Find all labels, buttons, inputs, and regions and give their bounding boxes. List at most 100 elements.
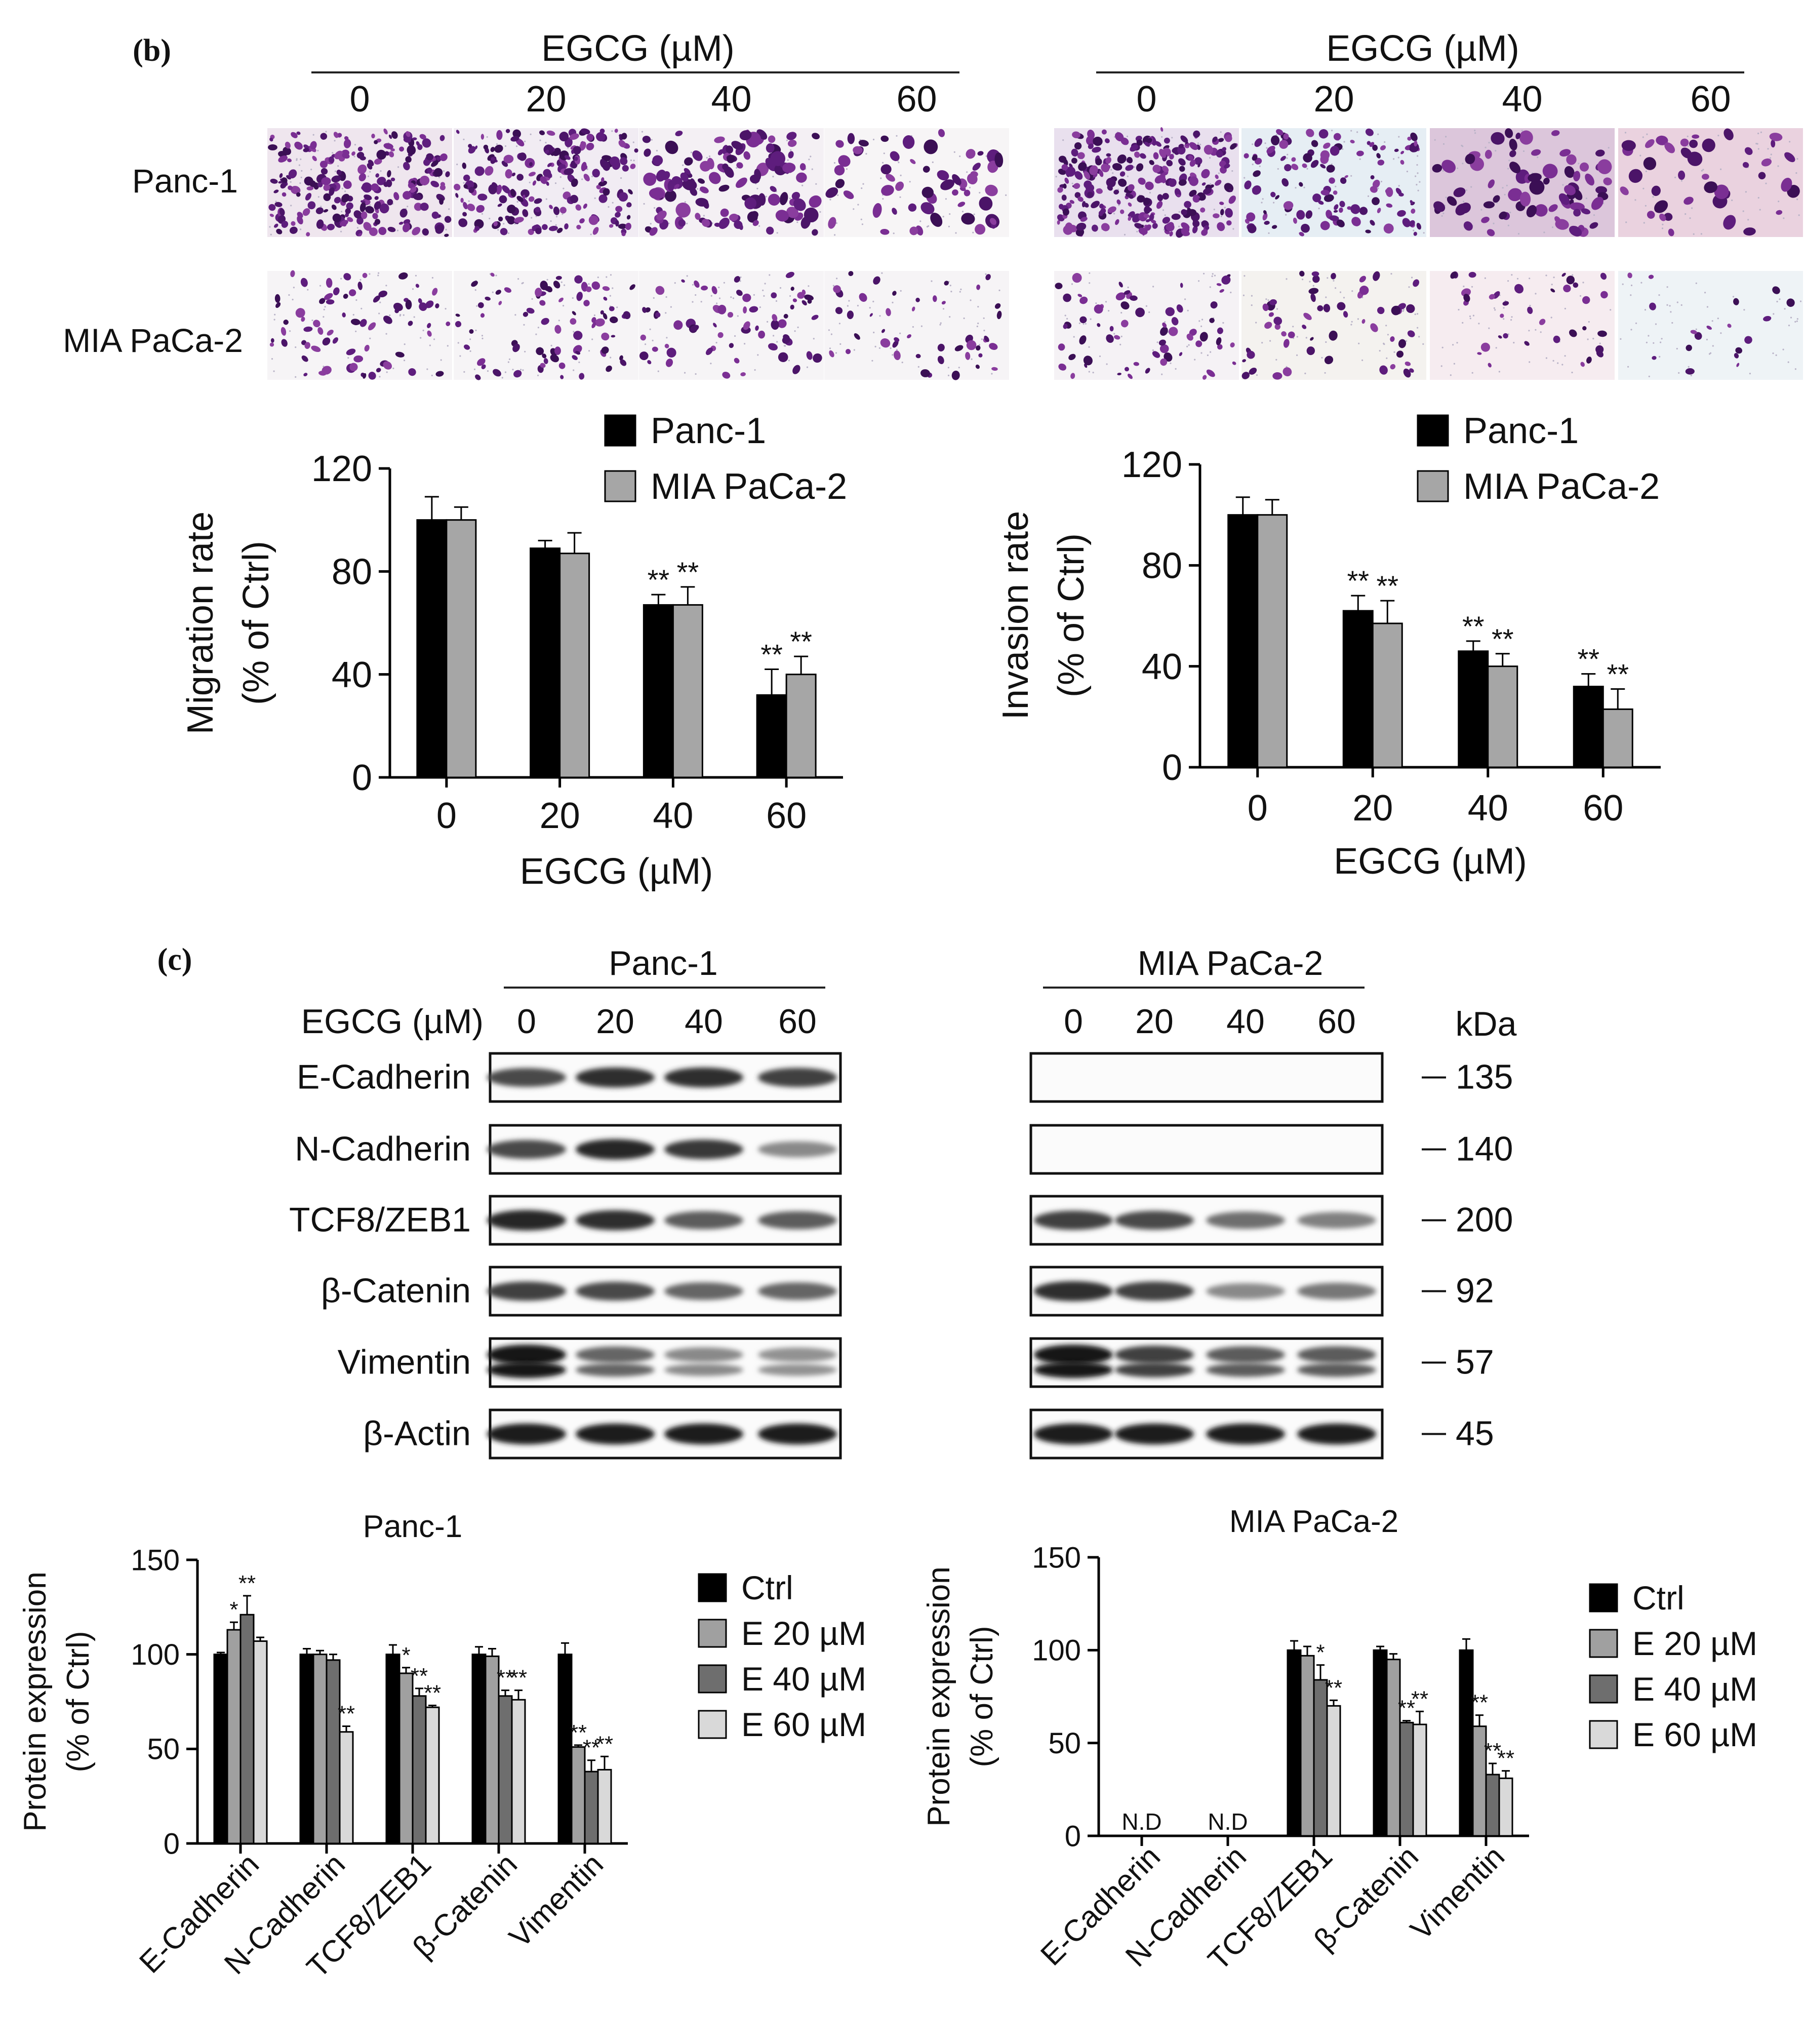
membrane-pore: [645, 343, 647, 345]
stained-cell: [405, 299, 412, 310]
stained-cell: [649, 227, 658, 236]
stained-cell: [1370, 323, 1378, 332]
membrane-pore: [835, 352, 837, 354]
stained-cell: [1561, 272, 1566, 277]
membrane-pore: [1642, 187, 1645, 189]
membrane-pore: [1275, 134, 1277, 136]
stained-cell: [1215, 174, 1219, 179]
stained-cell: [1097, 323, 1101, 327]
membrane-pore: [985, 155, 987, 157]
stained-cell: [1543, 177, 1550, 185]
membrane-pore: [1755, 143, 1757, 145]
membrane-pore: [407, 206, 409, 208]
membrane-pore: [1678, 372, 1680, 374]
stained-cell: [324, 293, 333, 300]
bar: [557, 1654, 573, 1844]
stained-cell: [771, 292, 777, 298]
membrane-pore: [963, 317, 965, 320]
membrane-pore: [1197, 142, 1199, 144]
membrane-pore: [1788, 325, 1790, 327]
bar: [1573, 686, 1604, 768]
membrane-pore: [310, 169, 312, 171]
stained-cell: [1769, 133, 1783, 141]
stained-cell: [909, 226, 918, 235]
membrane-pore: [487, 370, 489, 372]
membrane-pore: [526, 197, 528, 199]
membrane-pore: [653, 297, 655, 299]
y-tick-label: 120: [311, 449, 372, 489]
stained-cell: [512, 343, 520, 352]
stained-cell: [797, 292, 805, 299]
stained-cell: [283, 320, 289, 325]
x-axis-label: EGCG (µM): [1334, 841, 1527, 882]
stained-cell: [1143, 213, 1150, 218]
membrane-pore: [757, 354, 759, 356]
membrane-pore: [1416, 184, 1418, 186]
blot-band: [664, 1347, 743, 1362]
stained-cell: [403, 219, 411, 225]
stained-cell: [1702, 138, 1715, 152]
stained-cell: [444, 233, 449, 237]
membrane-pore: [1757, 132, 1759, 135]
stained-cell: [1079, 296, 1088, 304]
stained-cell: [1065, 166, 1076, 177]
stained-cell: [1396, 350, 1404, 358]
y-tick-label: 150: [131, 1544, 180, 1577]
stained-cell: [439, 135, 445, 141]
membrane-pore: [1286, 278, 1288, 280]
stained-cell: [403, 137, 411, 143]
membrane-pore: [288, 294, 290, 296]
stained-cell: [666, 347, 676, 358]
bar: [1399, 1721, 1414, 1837]
membrane-pore: [514, 314, 516, 316]
membrane-pore: [1333, 280, 1335, 282]
stained-cell: [609, 224, 614, 228]
membrane-pore: [332, 152, 334, 154]
invasion-micrograph: [1241, 128, 1426, 237]
stained-cell: [415, 284, 419, 288]
membrane-pore: [347, 357, 349, 359]
membrane-pore: [1680, 304, 1682, 306]
membrane-pore: [1256, 374, 1258, 376]
stained-cell: [1559, 149, 1571, 157]
membrane-pore: [367, 175, 370, 177]
stained-cell: [499, 195, 507, 204]
membrane-pore: [1551, 284, 1553, 286]
membrane-pore: [1200, 325, 1202, 327]
stained-cell: [1165, 307, 1175, 317]
membrane-pore: [1335, 185, 1337, 187]
membrane-pore: [1787, 361, 1789, 363]
stained-cell: [361, 185, 368, 190]
stained-cell: [1189, 142, 1198, 150]
stained-cell: [1340, 177, 1347, 184]
stained-cell: [491, 157, 495, 161]
significance-label: **: [1376, 570, 1398, 602]
stained-cell: [1178, 158, 1186, 166]
stained-cell: [285, 141, 291, 149]
membrane-pore: [420, 337, 422, 339]
legend-swatch: [1417, 470, 1449, 502]
stained-cell: [1398, 192, 1404, 197]
membrane-pore: [1509, 211, 1511, 214]
membrane-pore: [744, 343, 746, 345]
membrane-pore: [881, 272, 883, 274]
stained-cell: [1742, 162, 1749, 168]
membrane-pore: [1669, 305, 1671, 307]
stained-cell: [1628, 169, 1643, 183]
stained-cell: [316, 219, 324, 229]
legend-label: E 40 µM: [741, 1660, 866, 1698]
blot-band: [758, 1347, 837, 1362]
stained-cell: [427, 323, 431, 328]
stained-cell: [1178, 144, 1184, 148]
stained-cell: [1509, 138, 1517, 151]
stained-cell: [1519, 191, 1531, 207]
membrane-pore: [1553, 277, 1555, 279]
stained-cell: [1160, 127, 1164, 132]
membrane-pore: [652, 339, 654, 342]
stained-cell: [1194, 157, 1202, 165]
stained-cell: [1157, 194, 1164, 202]
membrane-pore: [1367, 195, 1370, 197]
membrane-pore: [1156, 341, 1158, 343]
stained-cell: [320, 168, 328, 175]
stained-cell: [572, 355, 578, 361]
